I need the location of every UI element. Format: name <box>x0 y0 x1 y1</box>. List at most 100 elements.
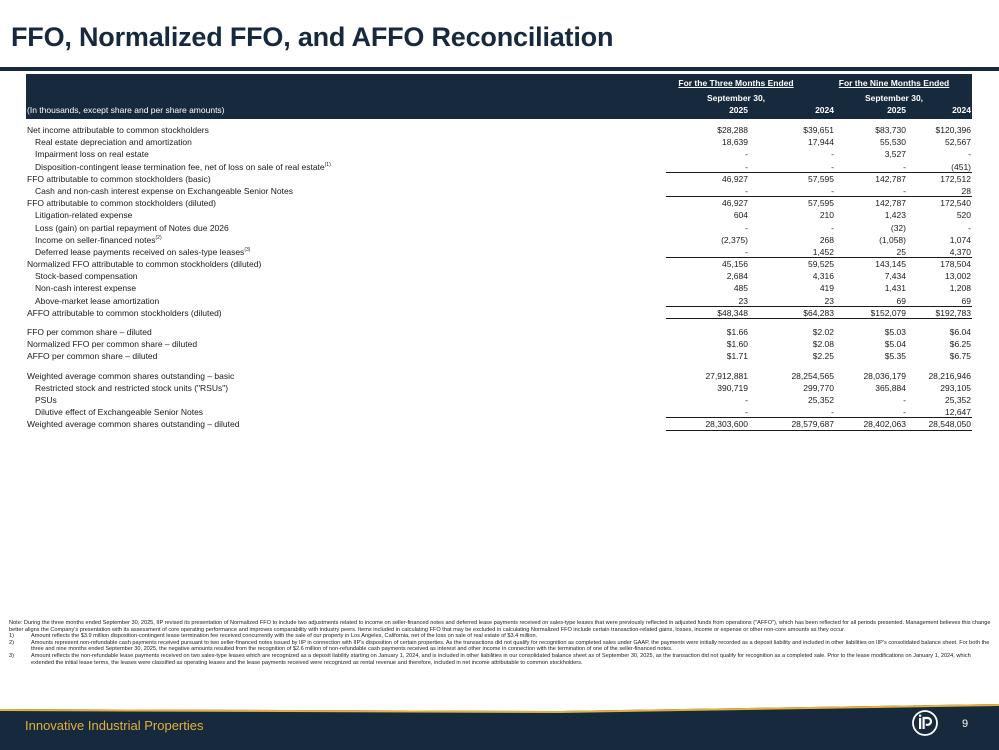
row-label: Weighted average common shares outstandi… <box>27 370 234 382</box>
row-label: Real estate depreciation and amortizatio… <box>35 136 192 148</box>
row-value: $28,288 <box>717 125 748 135</box>
row-value: $2.08 <box>812 339 834 350</box>
row-label-text: Normalized FFO per common share – dilute… <box>27 339 198 350</box>
table-row: Litigation-related expense 604 210 1,423 520 <box>26 209 972 221</box>
row-label-text: Income on seller-financed notes <box>35 234 156 245</box>
row-label-text: Loss (gain) on partial repayment of Note… <box>35 222 229 233</box>
reconciliation-table: Net income attributable to common stockh… <box>26 124 972 431</box>
row-value: 299,770 <box>803 382 834 393</box>
row-label: Above-market lease amortization <box>35 295 159 307</box>
table-row: Dilutive effect of Exchangeable Senior N… <box>26 406 972 419</box>
row-value: 25 <box>896 246 906 257</box>
row-value: - <box>745 246 748 257</box>
row-label: FFO per common share – diluted <box>27 326 152 338</box>
row-value: - <box>903 161 906 172</box>
table-row: FFO attributable to common stockholders … <box>26 173 972 185</box>
row-value: 28,254,565 <box>791 370 834 381</box>
row-value: - <box>831 161 834 172</box>
note-main: Note: During the three months ended Sept… <box>9 620 991 633</box>
row-value: (1,058) <box>879 234 906 245</box>
footnote-2: 2) Amounts represent non-refundable cash … <box>9 640 991 653</box>
row-label-text: Weighted average common shares outstandi… <box>27 419 240 430</box>
row-value: 4,316 <box>812 271 834 282</box>
row-value: - <box>831 185 834 196</box>
row-value: $152,079 <box>870 307 906 318</box>
footnote-text: Amount reflects the non-refundable lease… <box>31 652 971 666</box>
table-row: FFO per common share – diluted $1.66 $2.02… <box>26 326 972 338</box>
footnote-ref: (2) <box>155 234 162 241</box>
page-number: 9 <box>961 718 969 730</box>
row-value: $6.04 <box>949 327 971 337</box>
row-value: 28,402,063 <box>863 419 906 430</box>
row-label: AFFO per common share – diluted <box>27 350 157 362</box>
footnote-number: 3) <box>9 652 14 659</box>
row-label: Impairment loss on real estate <box>35 148 149 160</box>
row-label-text: Impairment loss on real estate <box>35 149 149 160</box>
row-value: 28,036,179 <box>863 370 906 381</box>
row-value: $83,730 <box>875 125 906 135</box>
footnote-ref: (1) <box>324 161 331 168</box>
units-caption: (In thousands, except share and per shar… <box>27 105 225 115</box>
row-value: (32) <box>890 222 906 233</box>
row-value: 2,684 <box>726 271 748 282</box>
row-label-text: Cash and non-cash interest expense on Ex… <box>35 185 294 196</box>
row-label-text: FFO attributable to common stockholders … <box>27 198 216 209</box>
row-value: 3,527 <box>884 149 906 160</box>
row-value: 12,647 <box>945 407 971 418</box>
footnote-text: Amount reflects the $3.9 million disposi… <box>31 633 538 640</box>
row-value: - <box>968 222 971 233</box>
row-label-text: Disposition-contingent lease termination… <box>35 161 325 172</box>
row-value: 520 <box>956 210 971 221</box>
row-label: PSUs <box>35 394 57 406</box>
row-value: 172,512 <box>940 173 971 184</box>
table-row: Normalized FFO attributable to common st… <box>26 258 972 270</box>
row-label: Weighted average common shares outstandi… <box>27 418 239 430</box>
footnote-3: 3) Amount reflects the non-refundable lea… <box>9 653 991 666</box>
row-value: - <box>745 161 748 172</box>
row-value: 142,787 <box>875 173 906 184</box>
footer-accent-stripe <box>0 703 999 713</box>
row-label: AFFO attributable to common stockholders… <box>27 307 222 319</box>
table-row: Impairment loss on real estate - - 3,527 - <box>26 148 972 160</box>
row-label-text: Stock-based compensation <box>35 271 138 282</box>
row-value: 1,431 <box>884 283 906 294</box>
table-row: Loss (gain) on partial repayment of Note… <box>26 222 972 234</box>
row-value: 4,370 <box>949 246 971 257</box>
row-value: 143,145 <box>875 259 906 270</box>
row-label-text: Litigation-related expense <box>35 210 133 221</box>
row-value: 46,927 <box>722 173 748 184</box>
row-value: 28,548,050 <box>928 419 971 430</box>
row-value: $5.03 <box>884 327 906 337</box>
footnote-number: 1) <box>9 633 14 640</box>
row-value: $1.71 <box>726 351 748 362</box>
row-value: - <box>831 149 834 160</box>
row-label-text: Above-market lease amortization <box>35 295 160 306</box>
row-value: 172,540 <box>940 198 971 209</box>
row-value: 46,927 <box>722 198 748 209</box>
row-value: $39,651 <box>803 125 834 135</box>
row-label: Litigation-related expense <box>35 209 132 221</box>
table-row: Non-cash interest expense 485 419 1,431 1,20… <box>26 282 972 294</box>
row-label: Cash and non-cash interest expense on Ex… <box>35 185 293 197</box>
table-row: Disposition-contingent lease termination… <box>26 161 972 173</box>
row-value: 485 <box>733 283 748 294</box>
row-value: 419 <box>819 283 834 294</box>
table-row: Cash and non-cash interest expense on Ex… <box>26 185 972 198</box>
row-value: $5.04 <box>884 339 906 350</box>
row-value: 27,912,881 <box>705 370 748 381</box>
row-value: 57,595 <box>808 198 834 209</box>
row-value: 55,530 <box>880 137 906 148</box>
row-value: 28,579,687 <box>791 419 834 430</box>
row-label: Income on seller-financed notes(2) <box>35 234 162 246</box>
row-label-text: Real estate depreciation and amortizatio… <box>35 137 192 148</box>
row-label-text: PSUs <box>35 394 57 405</box>
table-row: Stock-based compensation 2,684 4,316 7,434 1… <box>26 270 972 282</box>
row-label-text: AFFO attributable to common stockholders… <box>27 307 222 318</box>
table-row: FFO attributable to common stockholders … <box>26 197 972 209</box>
row-label: Dilutive effect of Exchangeable Senior N… <box>35 406 203 418</box>
row-label: Normalized FFO per common share – dilute… <box>27 338 197 350</box>
row-value: 268 <box>819 234 834 245</box>
row-label: FFO attributable to common stockholders … <box>27 173 211 185</box>
year-col-4: 2024 <box>952 105 971 115</box>
title-rule <box>0 67 999 71</box>
